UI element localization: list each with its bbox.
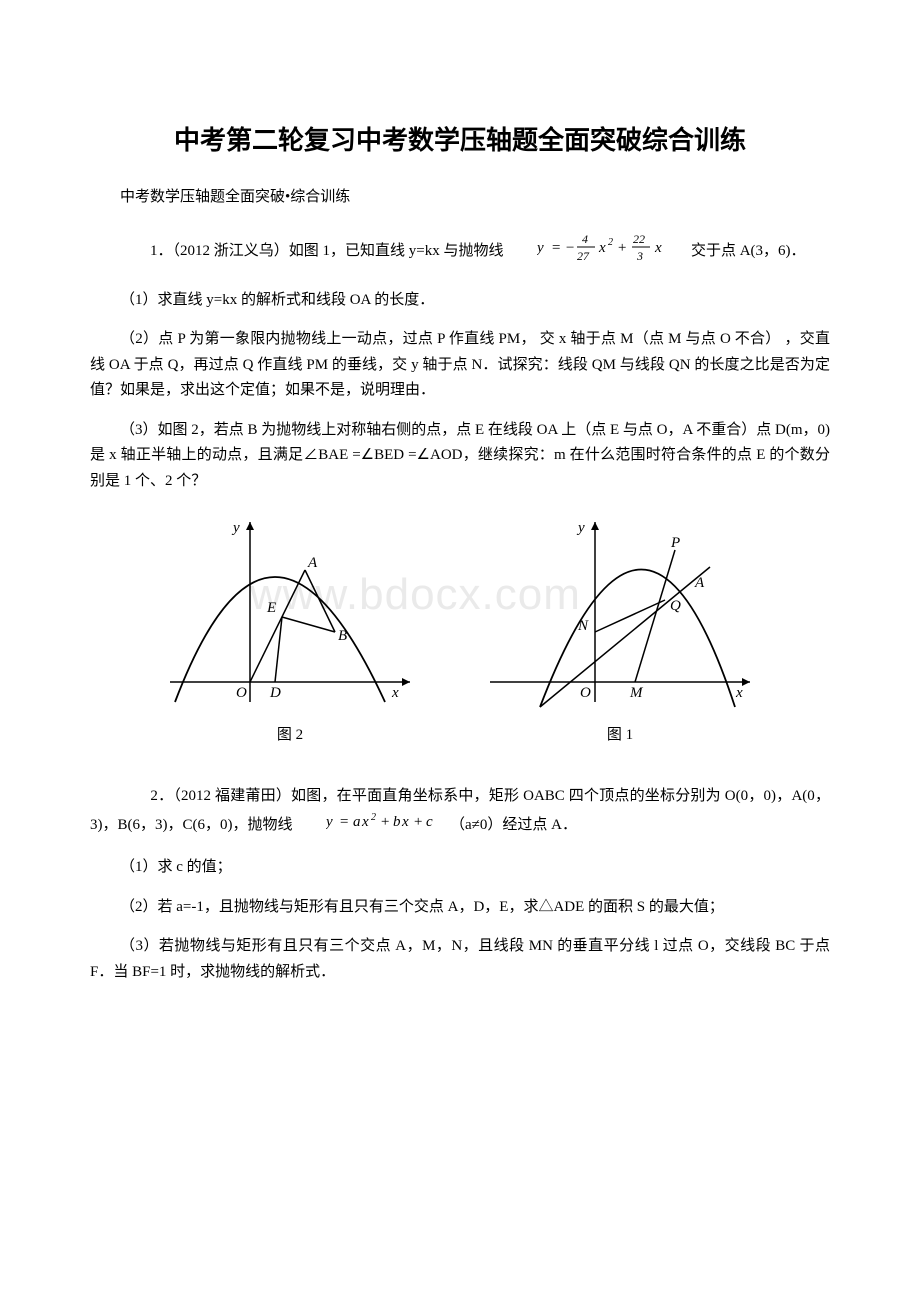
svg-text:B: B xyxy=(338,628,347,644)
p2-q1: （1）求 c 的值； xyxy=(90,855,830,881)
svg-text:−: − xyxy=(565,240,575,256)
figure-1-svg: O M x y P A Q N xyxy=(480,512,760,712)
p2-intro-b: （a≠0）经过点 A． xyxy=(450,817,577,833)
figure-1-caption: 图 1 xyxy=(480,723,760,744)
svg-text:A: A xyxy=(694,575,705,591)
svg-text:=: = xyxy=(551,240,561,256)
svg-text:y: y xyxy=(326,814,333,830)
svg-text:+: + xyxy=(380,814,390,830)
svg-text:y: y xyxy=(231,520,240,536)
svg-text:+: + xyxy=(413,814,423,830)
p2-q2: （2）若 a=-1，且抛物线与矩形有且只有三个交点 A，D，E，求△ADE 的面… xyxy=(90,895,830,921)
p1-formula1: y = − 4 27 x 2 + 22 3 x xyxy=(507,230,687,274)
svg-text:O: O xyxy=(580,685,591,701)
svg-text:y: y xyxy=(537,240,544,256)
svg-text:Q: Q xyxy=(670,598,681,614)
svg-text:+: + xyxy=(617,240,627,256)
p1-intro: 1．（2012 浙江义乌）如图 1，已知直线 y=kx 与抛物线 y = − 4… xyxy=(90,230,830,274)
svg-text:N: N xyxy=(577,618,589,634)
svg-text:b: b xyxy=(393,814,401,830)
figure-1-box: O M x y P A Q N 图 1 xyxy=(480,512,760,744)
svg-text:x: x xyxy=(735,685,743,701)
p2-intro: 2．（2012 福建莆田）如图，在平面直角坐标系中，矩形 OABC 四个顶点的坐… xyxy=(90,784,830,841)
svg-text:O: O xyxy=(236,685,247,701)
svg-text:c: c xyxy=(426,814,433,830)
figure-2-box: O D x y A E B 图 2 xyxy=(160,512,420,744)
svg-text:E: E xyxy=(266,600,276,616)
page-title: 中考第二轮复习中考数学压轴题全面突破综合训练 xyxy=(90,120,830,157)
svg-text:A: A xyxy=(307,555,318,571)
p2-q3: （3）若抛物线与矩形有且只有三个交点 A，M，N，且线段 MN 的垂直平分线 l… xyxy=(90,934,830,985)
subtitle: 中考数学压轴题全面突破•综合训练 xyxy=(90,185,830,206)
svg-text:a: a xyxy=(353,814,361,830)
spacer xyxy=(90,752,830,770)
figure-2-caption: 图 2 xyxy=(160,723,420,744)
svg-text:x: x xyxy=(361,814,369,830)
figure-2-svg: O D x y A E B xyxy=(160,512,420,712)
p2-formula2: y = a x 2 + b x + c xyxy=(296,810,446,842)
svg-text:x: x xyxy=(654,240,662,256)
svg-text:2: 2 xyxy=(371,812,376,823)
svg-text:M: M xyxy=(629,685,644,701)
svg-text:x: x xyxy=(401,814,409,830)
svg-text:x: x xyxy=(391,685,399,701)
svg-text:P: P xyxy=(670,535,680,551)
svg-text:D: D xyxy=(269,685,281,701)
svg-text:27: 27 xyxy=(577,249,590,263)
svg-text:2: 2 xyxy=(608,237,613,248)
p1-q3: （3）如图 2，若点 B 为抛物线上对称轴右侧的点，点 E 在线段 OA 上（点… xyxy=(90,418,830,495)
svg-text:x: x xyxy=(598,240,606,256)
p1-intro-a: 1．（2012 浙江义乌）如图 1，已知直线 y=kx 与抛物线 xyxy=(120,243,503,259)
svg-text:=: = xyxy=(339,814,349,830)
figures-row: O D x y A E B 图 2 xyxy=(90,512,830,744)
p1-q2: （2）点 P 为第一象限内抛物线上一动点，过点 P 作直线 PM， 交 x 轴于… xyxy=(90,327,830,404)
p1-q1: （1）求直线 y=kx 的解析式和线段 OA 的长度． xyxy=(90,288,830,314)
svg-text:y: y xyxy=(576,520,585,536)
svg-text:4: 4 xyxy=(582,232,588,246)
svg-text:3: 3 xyxy=(636,249,643,263)
p1-intro-b: 交于点 A(3，6)． xyxy=(691,243,806,259)
svg-text:22: 22 xyxy=(633,232,645,246)
